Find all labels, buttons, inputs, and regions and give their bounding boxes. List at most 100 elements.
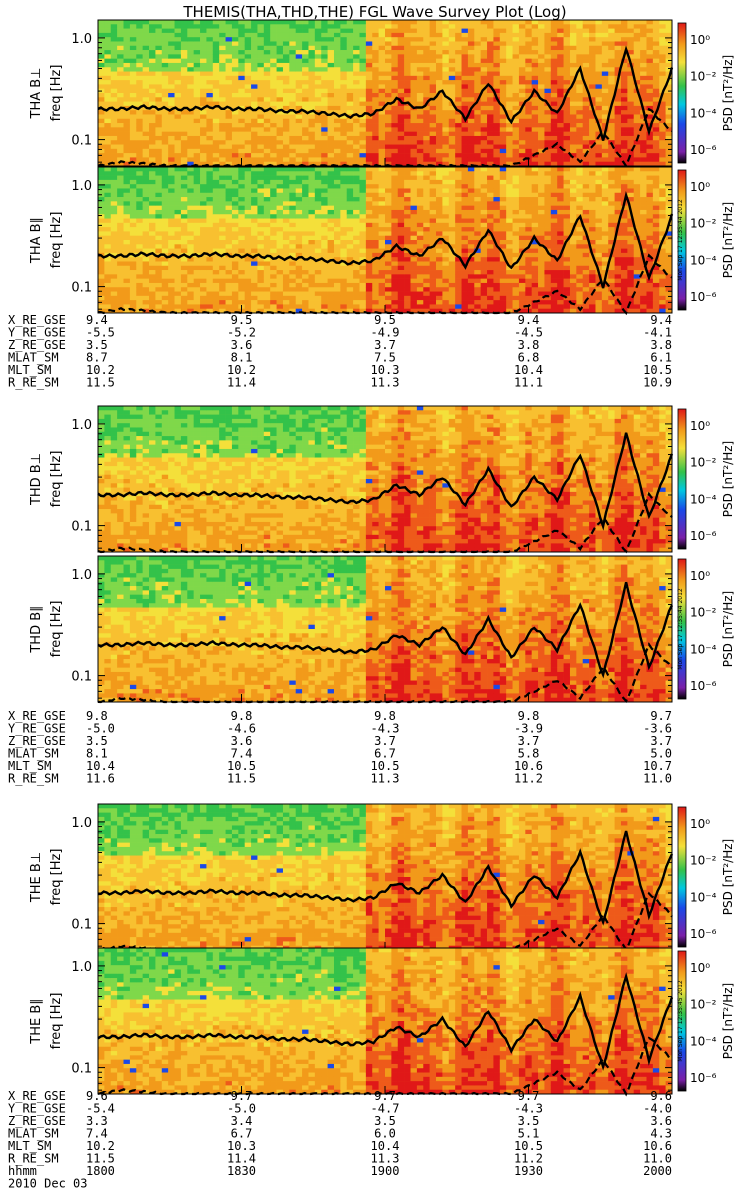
orbit-row-label: Y_RE_GSE [8, 326, 66, 340]
orbit-row-label: MLAT_SM [8, 351, 59, 365]
orbit-row-value: 2000 [643, 1164, 672, 1178]
spectrogram-panel-thd-bpar: 1.0 0.1 THD B∥ freq [Hz] 10⁰ 10⁻² 10⁻⁴ 10⁻⁶ PSD … [29, 555, 735, 704]
freq-axis-label: freq [Hz] [49, 993, 64, 1050]
panel-ylabel: THA B⊥ [29, 68, 44, 120]
colorbar-label: PSD [nT²/Hz] [721, 839, 735, 915]
dashed-series-line [97, 491, 673, 554]
solid-series-line [97, 581, 674, 679]
orbit-row-value: -4.6 [227, 722, 256, 736]
orbit-row-label: R_RE_SM [8, 376, 59, 390]
ytick-label: 0.1 [71, 918, 92, 933]
heatmap-cells [98, 20, 673, 167]
orbit-row-value: 11.1 [514, 376, 543, 390]
orbit-row-value: 10.5 [643, 363, 672, 377]
colorbar-tick-label: 10⁻² [690, 998, 717, 1012]
orbit-row-value: 9.7 [650, 709, 672, 723]
orbit-row-value: 3.5 [86, 338, 108, 352]
panel-ylabel: THE B∥ [29, 998, 44, 1044]
colorbar-tick-label: 10⁻⁶ [690, 679, 717, 693]
solid-series-line [97, 45, 674, 141]
spectrogram-panel-thd-bperp: 1.0 0.1 THD B⊥ freq [Hz] 10⁰ 10⁻² 10⁻⁴ 10⁻⁶ PSD … [29, 405, 735, 554]
orbit-row-value: 9.8 [374, 709, 396, 723]
orbit-row-value: -3.9 [514, 722, 543, 736]
orbit-row-value: 8.1 [86, 747, 108, 761]
colorbar-tick-label: 10⁰ [690, 569, 710, 583]
orbit-row-value: 1800 [86, 1164, 115, 1178]
orbit-row-label: Y_RE_GSE [8, 722, 66, 736]
ytick-label: 0.1 [71, 281, 92, 296]
orbit-row-value: 10.2 [86, 363, 115, 377]
orbit-row-value: 10.3 [371, 363, 400, 377]
heatmap-cells [98, 406, 673, 553]
orbit-table-2: X_RE_GSE 9.8 9.8 9.8 9.8 9.7 Y_RE_GSE -5.0 -4.6 -… [8, 709, 672, 786]
freq-axis-label: freq [Hz] [49, 451, 64, 508]
orbit-row-value: 9.8 [231, 709, 253, 723]
orbit-row-value: 3.5 [374, 1114, 396, 1128]
orbit-table-1: X_RE_GSE 9.4 9.5 9.5 9.4 9.4 Y_RE_GSE -5.5 -5.2 -… [8, 313, 672, 390]
spectrogram-panel-the-bperp: 1.0 0.1 THE B⊥ freq [Hz] 10⁰ 10⁻² 10⁻⁴ 10⁻⁶ PSD … [29, 803, 735, 952]
orbit-row-label: Z_RE_GSE [8, 1114, 66, 1128]
heatmap-cells [98, 556, 673, 703]
colorbar-tick-label: 10⁻² [690, 606, 717, 620]
orbit-row-value: 3.4 [231, 1114, 253, 1128]
colorbar-tick-label: 10⁻² [690, 217, 717, 231]
orbit-row-label: Z_RE_GSE [8, 734, 66, 748]
orbit-row-value: 11.5 [86, 376, 115, 390]
orbit-row-label: hhmm [8, 1164, 37, 1178]
orbit-ephemeris-tables: X_RE_GSE 9.4 9.5 9.5 9.4 9.4 Y_RE_GSE -5.5 -5.2 -… [8, 313, 672, 1191]
orbit-row-value: 11.5 [86, 1152, 115, 1166]
orbit-row-value: 5.1 [518, 1127, 540, 1141]
dashed-series-line [98, 253, 673, 316]
ytick-label: 1.0 [71, 960, 92, 975]
orbit-row-value: -5.0 [86, 722, 115, 736]
orbit-row-value: -3.6 [643, 722, 672, 736]
orbit-row-value: 3.7 [518, 734, 540, 748]
ytick-label: 1.0 [71, 418, 92, 433]
colorbar [677, 22, 687, 164]
figure-title: THEMIS(THA,THD,THE) FGL Wave Survey Plot… [182, 3, 566, 21]
orbit-row-value: 6.8 [518, 351, 540, 365]
orbit-row-value: 11.0 [643, 772, 672, 786]
colorbar-tick-label: 10⁻⁴ [690, 1034, 717, 1048]
colorbar [677, 169, 687, 311]
orbit-row-value: 3.7 [374, 734, 396, 748]
orbit-row-value: 10.6 [514, 759, 543, 773]
orbit-row-value: 11.3 [371, 772, 400, 786]
orbit-row-value: 10.4 [86, 759, 115, 773]
ytick-label: 0.1 [71, 1062, 92, 1077]
orbit-row-value: 5.8 [518, 747, 540, 761]
colorbar-tick-label: 10⁻⁶ [690, 1071, 717, 1085]
orbit-row-value: 9.8 [86, 709, 108, 723]
ytick-label: 1.0 [71, 179, 92, 194]
orbit-row-value: 9.7 [374, 1089, 396, 1103]
solid-series-line [97, 432, 674, 531]
orbit-row-value: 11.4 [227, 376, 256, 390]
orbit-row-label: X_RE_GSE [8, 1089, 66, 1103]
orbit-row-value: 3.7 [650, 734, 672, 748]
orbit-row-value: 7.4 [86, 1127, 108, 1141]
orbit-row-value: 8.1 [231, 351, 253, 365]
orbit-row-value: 11.3 [371, 1152, 400, 1166]
timestamp-stamp: Mon Sep 17 12:35:45 2012 [677, 980, 684, 1062]
plot-date: 2010 Dec 03 [8, 1177, 87, 1191]
orbit-row-value: 3.8 [650, 338, 672, 352]
orbit-row-value: 9.7 [231, 1089, 253, 1103]
colorbar-tick-label: 10⁻⁴ [690, 106, 717, 120]
colorbar-tick-label: 10⁻² [690, 854, 717, 868]
colorbar [677, 806, 687, 948]
orbit-row-value: 3.5 [86, 734, 108, 748]
orbit-row-value: 6.7 [374, 747, 396, 761]
orbit-row-value: 9.4 [86, 313, 108, 327]
colorbar-tick-label: 10⁻⁶ [690, 143, 717, 157]
orbit-row-value: 10.4 [514, 363, 543, 377]
orbit-row-value: -5.4 [86, 1102, 115, 1116]
orbit-row-value: -5.5 [86, 326, 115, 340]
orbit-row-value: 3.6 [231, 734, 253, 748]
orbit-row-value: 10.2 [227, 363, 256, 377]
orbit-table-3: X_RE_GSE 9.6 9.7 9.7 9.7 9.6 Y_RE_GSE -5.4 -5.0 -… [8, 1089, 672, 1191]
orbit-row-label: R_RE_SM [8, 1152, 59, 1166]
orbit-row-label: Y_RE_GSE [8, 1102, 66, 1116]
ytick-label: 0.1 [71, 134, 92, 149]
orbit-row-value: 9.7 [518, 1089, 540, 1103]
